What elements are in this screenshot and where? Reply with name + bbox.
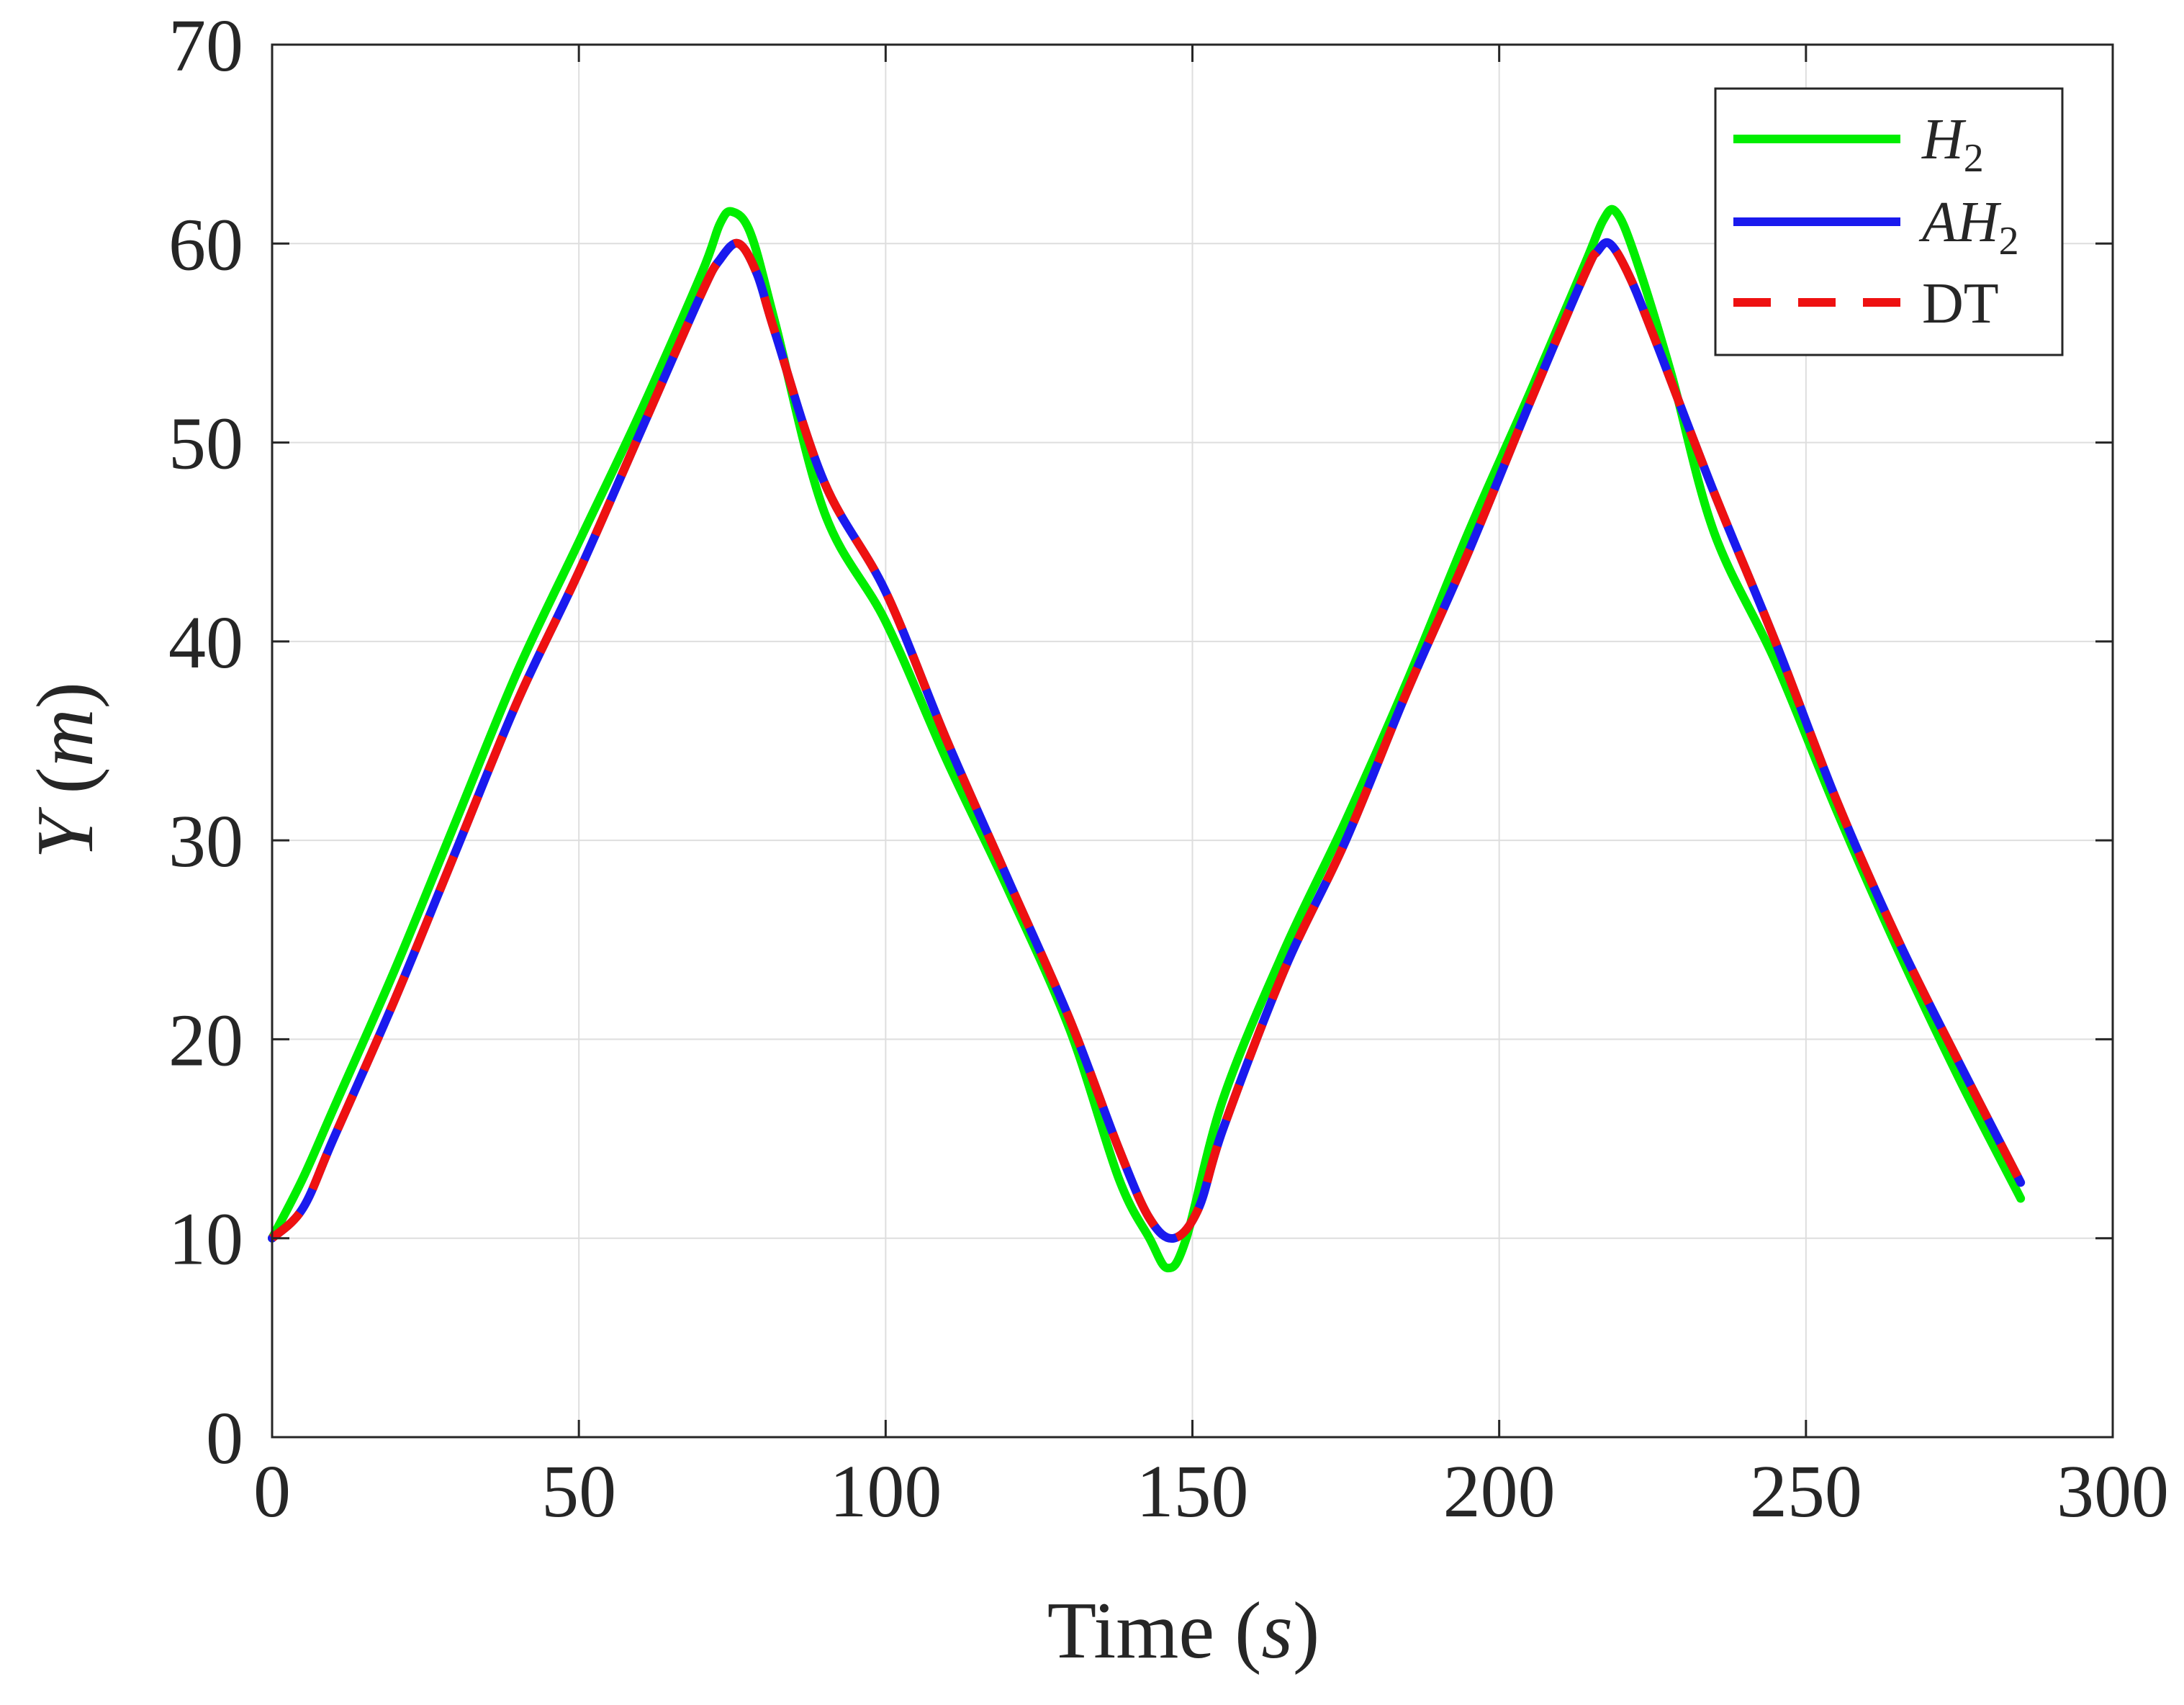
x-tick-label: 150: [1137, 1450, 1249, 1533]
legend-label-h2: H2: [1921, 108, 1984, 181]
x-axis-title-prefix: Time (: [1047, 1586, 1262, 1675]
legend-label-ah2-sub: 2: [1999, 219, 2019, 264]
y-tick-label: 20: [168, 999, 243, 1081]
legend-label-h2-main: H: [1921, 108, 1967, 171]
x-tick-label: 250: [1750, 1450, 1862, 1533]
y-tick-label: 30: [168, 800, 243, 883]
legend-label-dt: DT: [1922, 272, 1999, 336]
y-axis-title-var: Y: [21, 806, 110, 859]
legend-label-dt-main: DT: [1922, 272, 1999, 336]
y-tick-label: 60: [168, 203, 243, 286]
legend-label-ah2: AH2: [1918, 191, 2019, 264]
series-line-dt: [269, 238, 2025, 1243]
series-layer: [268, 204, 2026, 1273]
x-tick-label: 0: [253, 1450, 291, 1533]
y-tick-label: 40: [168, 601, 243, 684]
tick-labels: 0 50 100 150 200 250 300 0 10 20 30 40 50 60 70: [168, 4, 2169, 1533]
y-tick-label: 50: [168, 402, 243, 485]
legend: H2 AH2 DT: [1714, 87, 2064, 356]
x-axis-title-suffix: ): [1293, 1586, 1319, 1675]
x-tick-label: 100: [829, 1450, 942, 1533]
x-tick-label: 200: [1443, 1450, 1556, 1533]
axes: [271, 43, 2114, 1439]
legend-label-ah2-main: AH: [1918, 191, 2002, 254]
x-tick-label: 50: [541, 1450, 616, 1533]
y-axis-title: Y (m): [21, 682, 110, 859]
legend-label-h2-sub: 2: [1964, 136, 1984, 181]
y-tick-label: 10: [168, 1198, 243, 1281]
x-axis-title-var: s: [1261, 1586, 1293, 1675]
y-axis-title-suffix: ): [21, 682, 110, 708]
y-axis-title-unit: m: [21, 708, 110, 767]
x-axis-title: Time (s): [1047, 1586, 1320, 1675]
y-tick-label: 70: [168, 4, 243, 87]
y-tick-label: 0: [206, 1397, 243, 1480]
y-axis-title-prefix: (: [21, 767, 110, 814]
x-tick-label: 300: [2057, 1450, 2169, 1533]
